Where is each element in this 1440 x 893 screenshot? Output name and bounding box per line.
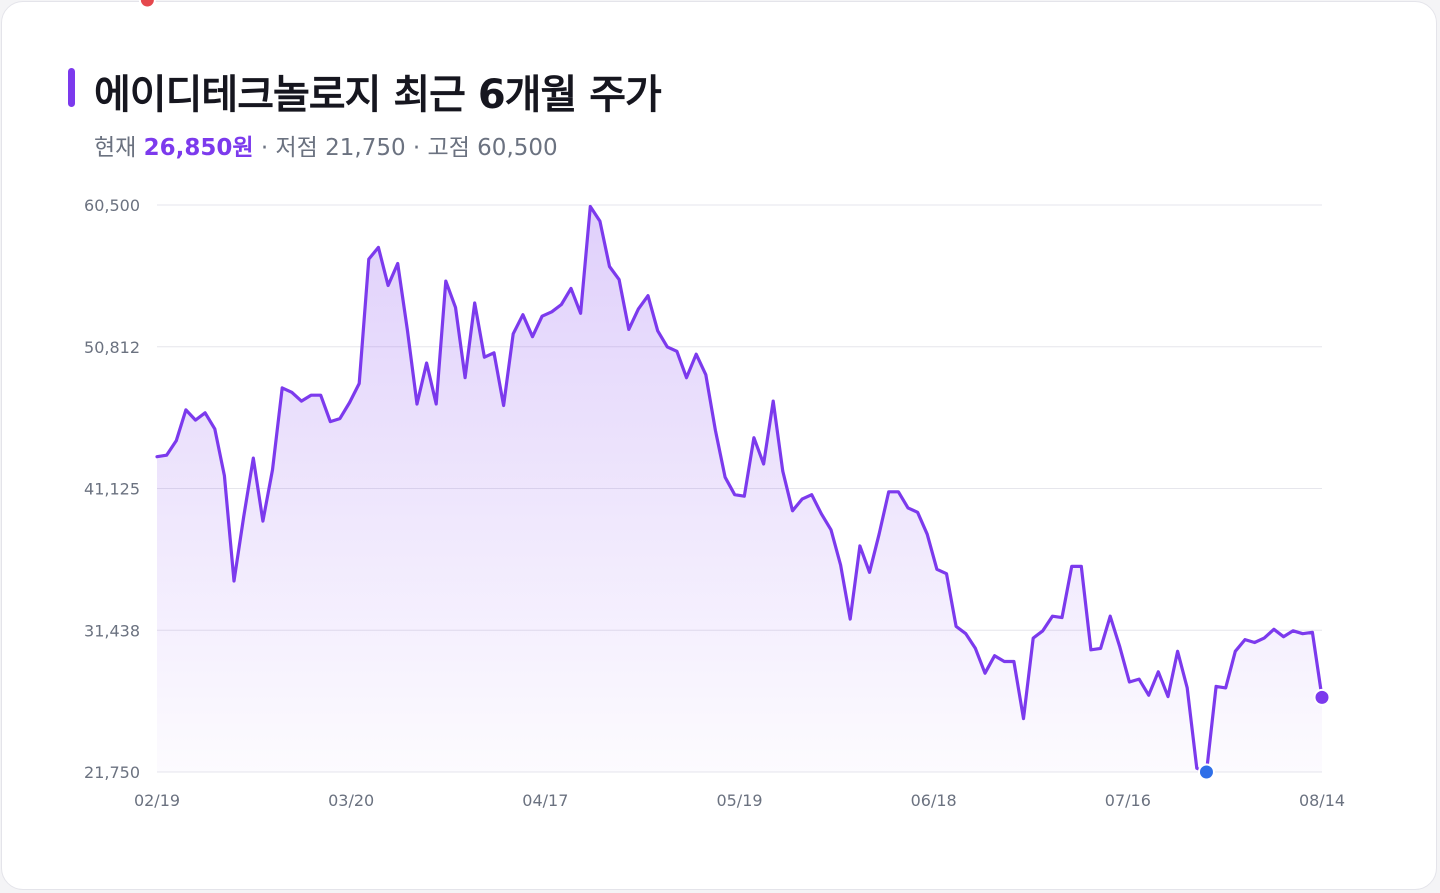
y-tick-label: 31,438	[84, 621, 140, 640]
title-accent-bar	[68, 68, 75, 107]
current-label: 현재	[94, 135, 137, 161]
current-price: 26,850원	[143, 135, 254, 161]
x-tick-label: 07/16	[1105, 791, 1151, 810]
y-tick-label: 21,750	[84, 763, 140, 782]
x-tick-label: 08/14	[1299, 791, 1345, 810]
low-price-text: · 저점 21,750	[260, 135, 406, 161]
current-point-marker	[1313, 688, 1331, 706]
price-area	[157, 206, 1322, 772]
price-line	[155, 204, 1324, 774]
x-tick-label: 06/18	[911, 791, 957, 810]
y-tick-label: 41,125	[84, 480, 140, 499]
high-point-marker	[138, 0, 156, 9]
y-tick-label: 60,500	[84, 196, 140, 215]
chart-subtitle: 현재 26,850원 · 저점 21,750 · 고점 60,500	[94, 128, 558, 162]
y-tick-label: 50,812	[84, 338, 140, 357]
high-price-text: · 고점 60,500	[412, 135, 558, 161]
x-tick-label: 04/17	[522, 791, 568, 810]
low-point-marker	[1197, 763, 1215, 781]
x-tick-label: 03/20	[328, 791, 374, 810]
x-tick-label: 05/19	[716, 791, 762, 810]
chart-title: 에이디테크놀로지 최근 6개월 주가	[94, 72, 662, 118]
x-tick-label: 02/19	[134, 791, 180, 810]
